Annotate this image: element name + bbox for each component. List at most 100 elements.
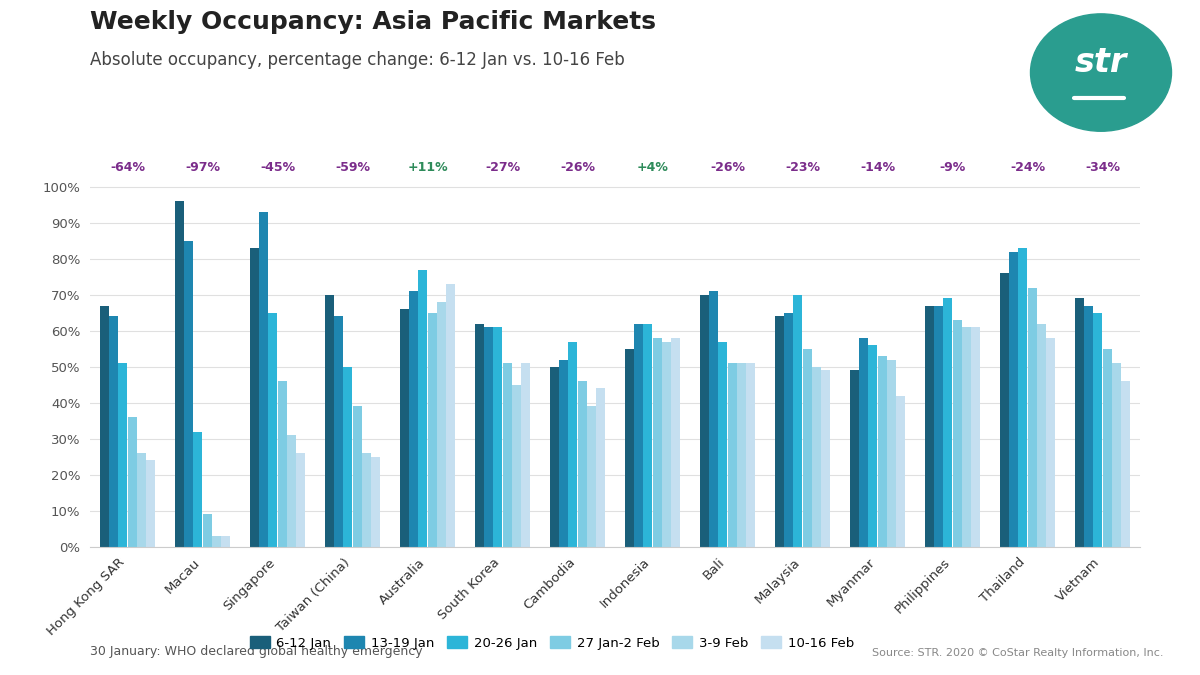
Bar [877,356,887,547]
Bar [803,349,811,547]
Bar [437,302,446,547]
Bar [484,327,493,547]
Bar [362,453,371,547]
Bar [587,406,596,547]
Bar [962,327,971,547]
Bar [577,381,587,547]
Bar [887,360,896,547]
Bar [569,342,577,547]
Bar [212,536,221,547]
Bar [1121,381,1130,547]
Circle shape [1031,14,1171,131]
Bar [634,323,643,547]
Bar [653,338,661,547]
Bar [119,363,127,547]
Bar [512,385,521,547]
Bar [1103,349,1111,547]
Bar [427,313,437,547]
Text: -45%: -45% [260,161,295,174]
Bar [184,241,193,547]
Bar [127,417,137,547]
Text: Absolute occupancy, percentage change: 6-12 Jan vs. 10-16 Feb: Absolute occupancy, percentage change: 6… [90,51,625,69]
Bar [493,327,503,547]
Bar [474,323,484,547]
Bar [324,295,334,547]
Bar [334,317,343,547]
Text: -24%: -24% [1010,161,1045,174]
Bar [821,371,830,547]
Bar [146,460,156,547]
Bar [624,349,634,547]
Bar [287,435,296,547]
Bar [1084,306,1093,547]
Text: -59%: -59% [335,161,370,174]
Text: -23%: -23% [785,161,820,174]
Bar [203,514,211,547]
Bar [221,536,230,547]
Bar [1009,252,1018,547]
Bar [1093,313,1103,547]
Bar [719,342,727,547]
Bar [1037,323,1046,547]
Text: -64%: -64% [110,161,145,174]
Text: -14%: -14% [860,161,895,174]
Legend: 6-12 Jan, 13-19 Jan, 20-26 Jan, 27 Jan-2 Feb, 3-9 Feb, 10-16 Feb: 6-12 Jan, 13-19 Jan, 20-26 Jan, 27 Jan-2… [245,631,859,655]
Bar [137,453,146,547]
Bar [371,457,380,547]
Text: -26%: -26% [560,161,595,174]
Bar [409,291,418,547]
Bar [296,453,306,547]
Bar [269,313,277,547]
Bar [259,212,268,547]
Bar [250,248,259,547]
Bar [709,291,718,547]
Bar [343,367,353,547]
Text: str: str [1075,46,1127,79]
Bar [859,338,868,547]
Bar [700,295,709,547]
Bar [193,431,203,547]
Bar [353,406,361,547]
Bar [784,313,793,547]
Bar [924,306,934,547]
Bar [1074,298,1084,547]
Text: Weekly Occupancy: Asia Pacific Markets: Weekly Occupancy: Asia Pacific Markets [90,10,656,34]
Bar [662,342,671,547]
Bar [1000,273,1009,547]
Bar [400,309,409,547]
Bar [174,201,184,547]
Bar [896,396,906,547]
Bar [953,320,961,547]
Bar [971,327,980,547]
Text: +11%: +11% [407,161,448,174]
Bar [419,269,427,547]
Bar [1019,248,1027,547]
Bar [277,381,287,547]
Bar [503,363,511,547]
Bar [934,306,943,547]
Text: Source: STR. 2020 © CoStar Realty Information, Inc.: Source: STR. 2020 © CoStar Realty Inform… [872,648,1164,658]
Text: -26%: -26% [710,161,745,174]
Bar [746,363,756,547]
Text: +4%: +4% [636,161,668,174]
Bar [559,360,568,547]
Bar [1027,288,1037,547]
Bar [643,323,653,547]
Text: -97%: -97% [185,161,220,174]
Text: -27%: -27% [485,161,520,174]
Text: -34%: -34% [1085,161,1120,174]
Bar [671,338,680,547]
Bar [727,363,737,547]
Bar [1112,363,1121,547]
Bar [100,306,109,547]
Bar [812,367,821,547]
Bar [850,371,859,547]
Bar [793,295,803,547]
Bar [774,317,784,547]
Bar [521,363,530,547]
Text: -9%: -9% [940,161,966,174]
Bar [109,317,118,547]
Bar [596,388,606,547]
Bar [943,298,953,547]
Bar [1046,338,1056,547]
